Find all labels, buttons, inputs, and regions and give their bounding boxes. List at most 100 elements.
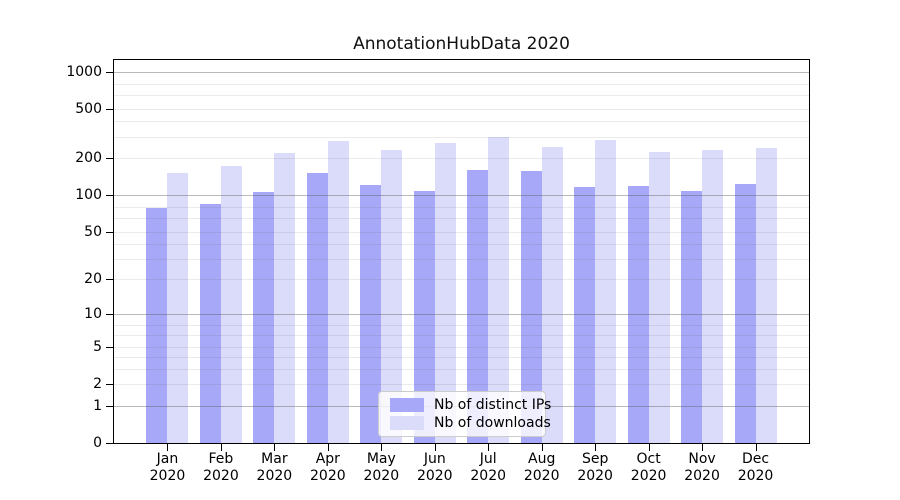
x-tick-label-mar: Mar 2020 xyxy=(242,451,306,485)
gridline-major-1000 xyxy=(114,71,809,73)
y-tick-label-10: 10 xyxy=(84,306,102,323)
x-tick-oct xyxy=(648,444,650,451)
legend-label-downloads: Nb of downloads xyxy=(434,415,551,431)
bar-ips-dec xyxy=(734,184,756,443)
legend: Nb of distinct IPs Nb of downloads xyxy=(378,391,551,437)
x-tick-year-jan: 2020 xyxy=(149,468,186,484)
bar-ips-mar xyxy=(253,192,275,443)
x-tick-year-nov: 2020 xyxy=(684,468,720,484)
x-tick-year-jul: 2020 xyxy=(470,468,507,484)
x-tick-dec xyxy=(755,444,757,451)
x-tick-year-mar: 2020 xyxy=(256,468,293,484)
gridline-minor-4 xyxy=(114,356,809,358)
gridline-minor-65 xyxy=(114,217,809,219)
gridline-minor-3 xyxy=(114,368,809,370)
bar-ips-jan xyxy=(146,208,168,443)
x-tick-sep xyxy=(595,444,597,451)
legend-label-distinct-ips: Nb of distinct IPs xyxy=(434,397,552,413)
x-tick-year-apr: 2020 xyxy=(310,468,346,484)
gridline-minor-200 xyxy=(114,158,809,160)
x-tick-mar xyxy=(274,444,276,451)
x-tick-jan xyxy=(167,444,169,451)
y-tick-label-500: 500 xyxy=(75,101,102,118)
x-tick-year-dec: 2020 xyxy=(737,468,774,484)
gridline-minor-400 xyxy=(114,121,809,123)
legend-swatch-downloads xyxy=(390,416,424,430)
x-tick-jun xyxy=(434,444,436,451)
y-tick-label-200: 200 xyxy=(75,150,102,167)
legend-item-downloads: Nb of downloads xyxy=(390,414,551,432)
x-tick-aug xyxy=(541,444,543,451)
legend-item-distinct-ips: Nb of distinct IPs xyxy=(390,396,551,414)
x-tick-label-oct: Oct 2020 xyxy=(617,451,681,485)
bar-ips-nov xyxy=(681,190,703,443)
bar-downloads-jun xyxy=(434,142,456,443)
bar-ips-may xyxy=(360,184,382,443)
bars-layer xyxy=(114,60,809,443)
chart-title: AnnotationHubData 2020 xyxy=(353,34,570,54)
grid-layer xyxy=(114,60,809,443)
x-tick-year-aug: 2020 xyxy=(523,468,560,484)
x-tick-year-may: 2020 xyxy=(363,468,400,484)
y-tick-label-2: 2 xyxy=(93,375,102,392)
y-tick-1 xyxy=(106,405,113,407)
x-tick-label-feb: Feb 2020 xyxy=(189,451,253,485)
y-tick-label-1: 1 xyxy=(93,397,102,414)
x-tick-year-jun: 2020 xyxy=(416,468,453,484)
x-tick-apr xyxy=(327,444,329,451)
y-tick-label-20: 20 xyxy=(84,271,102,288)
y-tick-label-0: 0 xyxy=(93,435,102,451)
bar-ips-aug xyxy=(520,171,542,443)
gridline-minor-300 xyxy=(114,136,809,138)
gridline-minor-40 xyxy=(114,243,809,245)
x-tick-label-sep: Sep 2020 xyxy=(563,451,627,485)
x-tick-may xyxy=(381,444,383,451)
bar-downloads-aug xyxy=(541,146,563,443)
gridline-minor-6.5 xyxy=(114,334,809,336)
y-tick-0 xyxy=(106,443,113,444)
gridline-minor-2 xyxy=(114,383,809,385)
gridline-minor-500 xyxy=(114,109,809,111)
gridline-minor-800 xyxy=(114,83,809,85)
x-tick-year-sep: 2020 xyxy=(577,468,613,484)
bar-downloads-apr xyxy=(327,141,349,443)
bar-downloads-sep xyxy=(595,140,617,443)
bar-downloads-oct xyxy=(648,152,670,443)
y-tick-200 xyxy=(106,158,113,160)
y-tick-label-5: 5 xyxy=(93,338,102,355)
x-tick-jul xyxy=(488,444,490,451)
gridline-minor-5 xyxy=(114,346,809,348)
legend-swatch-distinct-ips xyxy=(390,398,424,412)
bar-downloads-jan xyxy=(167,173,189,443)
y-tick-10 xyxy=(106,314,113,316)
gridline-major-10 xyxy=(114,314,809,316)
bar-downloads-may xyxy=(381,150,403,443)
bar-downloads-feb xyxy=(220,165,242,443)
y-tick-50 xyxy=(106,231,113,233)
y-tick-label-50: 50 xyxy=(84,223,102,240)
bar-downloads-mar xyxy=(274,153,296,443)
y-tick-5 xyxy=(106,346,113,348)
bar-ips-feb xyxy=(199,203,221,443)
bar-ips-sep xyxy=(574,186,596,443)
x-tick-label-aug: Aug 2020 xyxy=(510,451,574,485)
y-tick-100 xyxy=(106,195,113,197)
x-tick-label-may: May 2020 xyxy=(349,451,413,485)
gridline-minor-20 xyxy=(114,279,809,281)
gridline-major-100 xyxy=(114,195,809,197)
y-tick-label-1000: 1000 xyxy=(66,63,102,80)
y-tick-label-100: 100 xyxy=(75,187,102,204)
gridline-minor-30 xyxy=(114,258,809,260)
bar-downloads-nov xyxy=(702,150,724,443)
gridline-minor-80 xyxy=(114,206,809,208)
x-tick-label-jul: Jul 2020 xyxy=(456,451,520,485)
gridline-minor-50 xyxy=(114,231,809,233)
plot-area: Nb of distinct IPs Nb of downloads xyxy=(113,59,810,444)
y-tick-1000 xyxy=(106,71,113,73)
x-tick-label-nov: Nov 2020 xyxy=(670,451,734,485)
bar-ips-jul xyxy=(467,170,489,443)
y-tick-2 xyxy=(106,383,113,385)
bar-ips-jun xyxy=(413,191,435,443)
x-tick-year-feb: 2020 xyxy=(203,468,239,484)
